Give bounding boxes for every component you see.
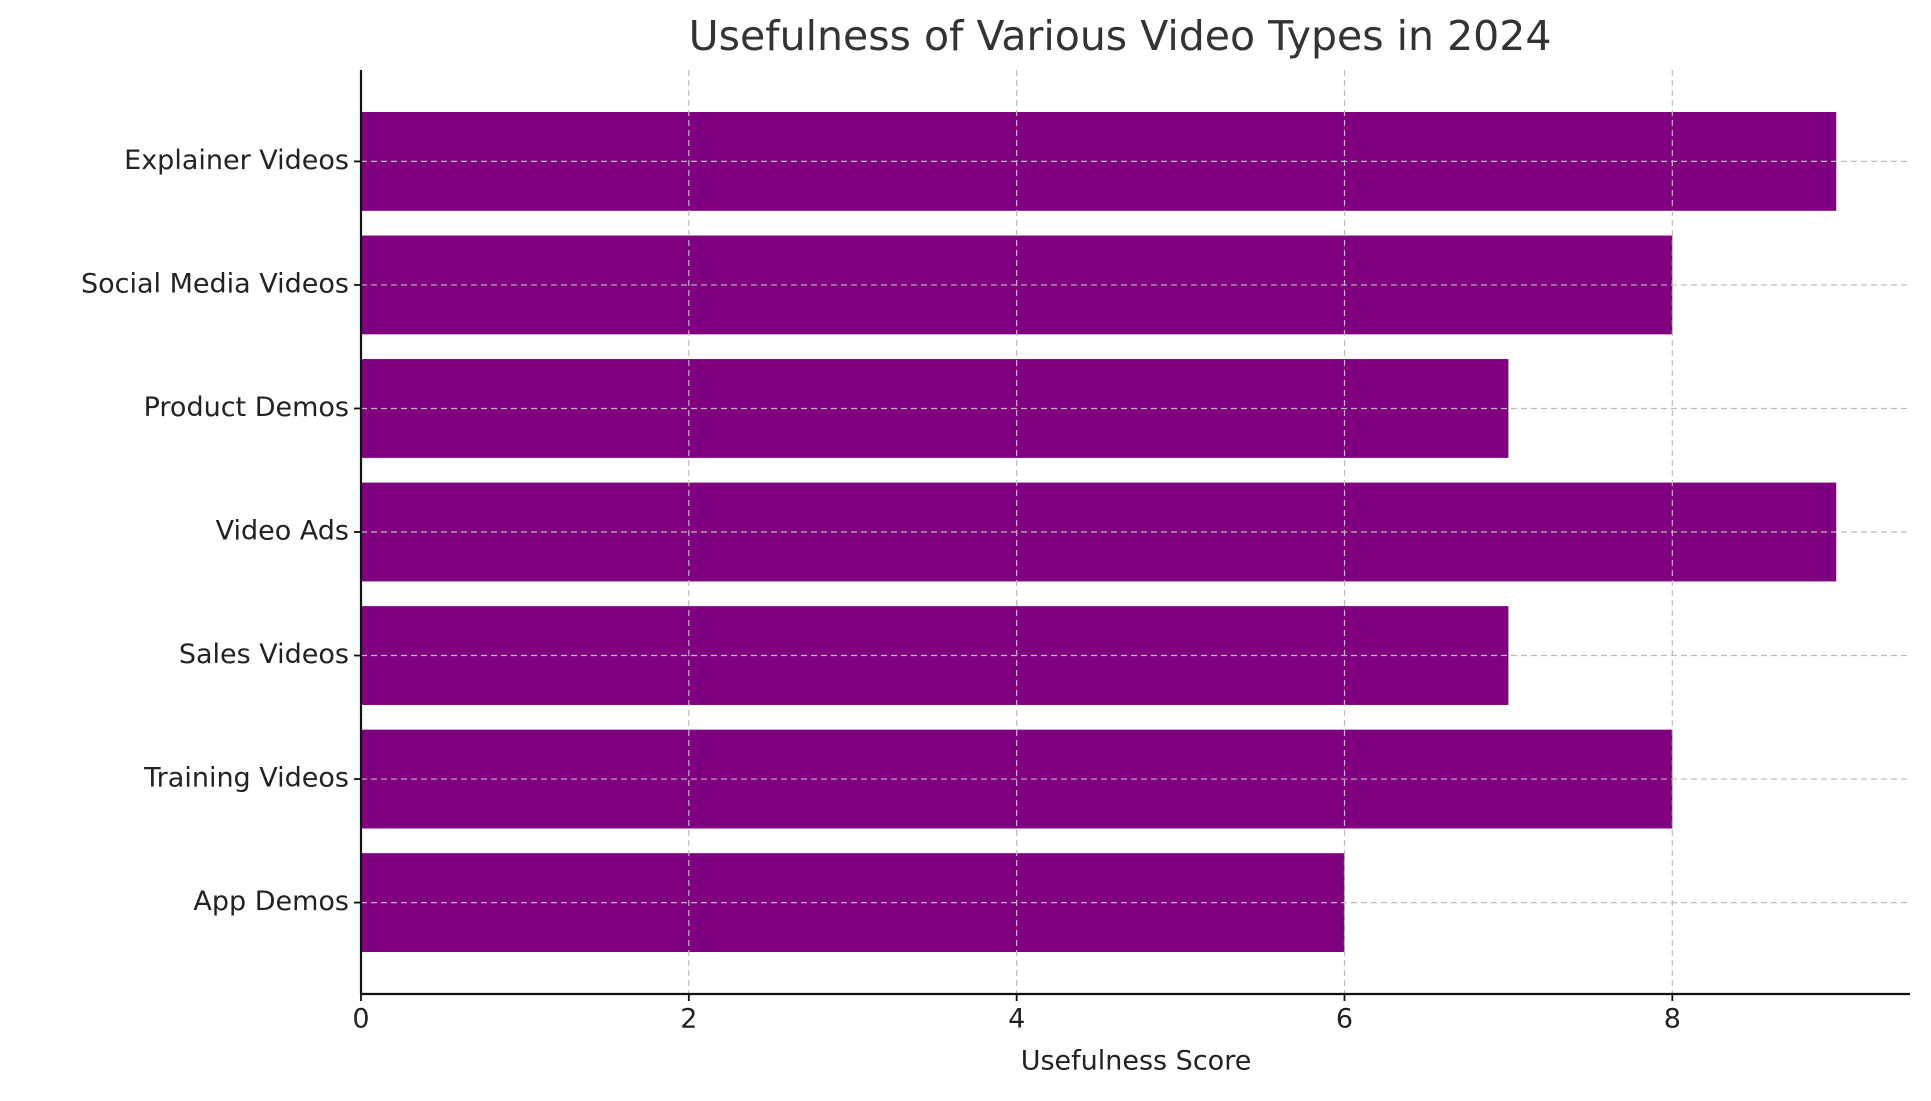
x-tick-label: 4 xyxy=(1008,1004,1025,1035)
x-tick-label: 8 xyxy=(1664,1004,1681,1035)
y-tick-label: Explainer Videos xyxy=(124,145,349,176)
x-axis-label: Usefulness Score xyxy=(1021,1046,1252,1077)
y-tick-label: Social Media Videos xyxy=(81,268,349,299)
x-tick-label: 6 xyxy=(1336,1004,1353,1035)
x-tick-label: 0 xyxy=(352,1004,369,1035)
y-tick-label: App Demos xyxy=(193,886,349,917)
x-tick-label: 2 xyxy=(680,1004,697,1035)
chart-title: Usefulness of Various Video Types in 202… xyxy=(689,12,1552,60)
y-tick-label: Product Demos xyxy=(144,392,349,423)
y-tick-label: Sales Videos xyxy=(179,639,349,670)
y-tick-label: Video Ads xyxy=(216,516,349,547)
y-tick-label: Training Videos xyxy=(143,763,349,794)
